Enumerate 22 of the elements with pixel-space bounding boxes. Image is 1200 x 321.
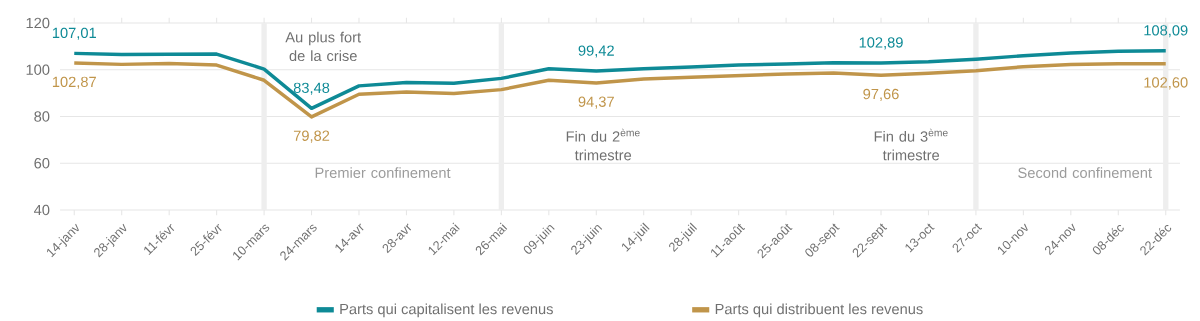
data-label: 94,37 — [578, 96, 614, 109]
text: Fin du 3$^{ème}$ trimestre — [874, 128, 948, 161]
y-tick-label: 60 — [34, 158, 50, 169]
legend-label: Parts qui distribuent les revenus — [715, 303, 923, 318]
data-label: 99,42 — [578, 45, 614, 58]
annotation: Second confinement — [1018, 167, 1152, 178]
y-tick-label: 100 — [26, 64, 50, 75]
legend-label: Parts qui capitalisent les revenus — [340, 303, 553, 318]
data-label: 107,01 — [52, 27, 96, 40]
y-tick-label: 120 — [26, 17, 50, 29]
y-tick-label: 80 — [34, 111, 50, 122]
data-label: 83,48 — [293, 82, 330, 95]
data-label: 102,87 — [52, 76, 96, 89]
data-label: 97,66 — [863, 88, 899, 101]
annotation: Au plus fort de la crise — [285, 31, 361, 62]
annotation: Premier confinement — [315, 167, 451, 178]
data-label: 108,09 — [1144, 25, 1188, 38]
text: Fin du 2$^{ème}$ trimestre — [566, 128, 640, 161]
data-label: 79,82 — [293, 130, 330, 143]
data-label: 102,60 — [1144, 77, 1188, 90]
y-tick-label: 40 — [34, 204, 50, 216]
data-label: 102,89 — [859, 37, 903, 50]
